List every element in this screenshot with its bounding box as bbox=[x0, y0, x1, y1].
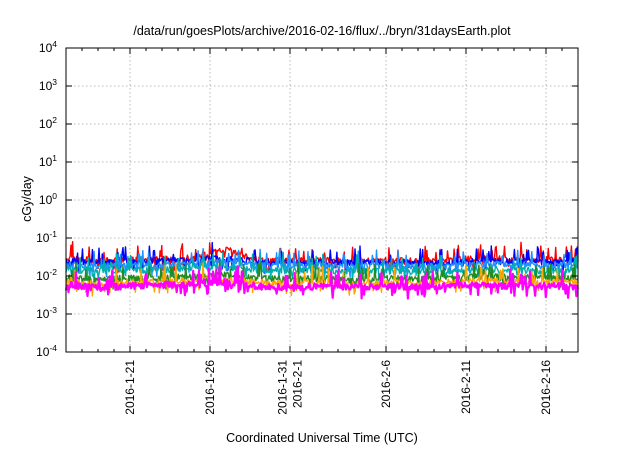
y-tick-exponent: -4 bbox=[49, 343, 57, 353]
y-tick-label: 103 bbox=[39, 77, 57, 93]
y-tick-label: 10-1 bbox=[36, 229, 57, 245]
y-tick-label: 100 bbox=[39, 191, 57, 207]
x-tick-label: 2016-2-16 bbox=[539, 360, 553, 415]
y-tick-base: 10 bbox=[39, 41, 53, 55]
series-line-7 bbox=[64, 265, 580, 300]
y-tick-exponent: -2 bbox=[49, 267, 57, 277]
y-tick-exponent: 3 bbox=[52, 77, 57, 87]
y-tick-exponent: 0 bbox=[52, 191, 57, 201]
chart-title: /data/run/goesPlots/archive/2016-02-16/f… bbox=[133, 24, 511, 38]
x-tick-label: 2016-1-26 bbox=[203, 360, 217, 415]
series-line-6 bbox=[65, 262, 579, 297]
y-tick-base: 10 bbox=[36, 307, 50, 321]
y-tick-base: 10 bbox=[39, 117, 53, 131]
y-tick-label: 102 bbox=[39, 115, 57, 131]
x-tick-label: 2016-2-11 bbox=[459, 360, 473, 414]
y-tick-base: 10 bbox=[39, 155, 53, 169]
x-tick-label: 2016-1-21 bbox=[123, 360, 137, 415]
y-tick-base: 10 bbox=[39, 193, 53, 207]
x-axis-label: Coordinated Universal Time (UTC) bbox=[226, 431, 418, 445]
grid-layer bbox=[66, 48, 578, 352]
y-tick-label: 101 bbox=[39, 153, 57, 169]
x-tick-label: 2016-2-1 bbox=[291, 360, 305, 408]
y-tick-label: 10-4 bbox=[36, 343, 57, 359]
x-tick-label: 2016-1-31 bbox=[276, 360, 290, 415]
y-tick-base: 10 bbox=[39, 79, 53, 93]
y-tick-exponent: -3 bbox=[49, 305, 57, 315]
y-tick-exponent: -1 bbox=[49, 229, 57, 239]
y-tick-exponent: 1 bbox=[52, 153, 57, 163]
y-tick-base: 10 bbox=[36, 269, 50, 283]
series-layer bbox=[64, 240, 580, 300]
y-axis-label: cGy/day bbox=[20, 175, 34, 222]
y-tick-label: 10-3 bbox=[36, 305, 57, 321]
y-tick-base: 10 bbox=[36, 231, 50, 245]
y-tick-exponent: 2 bbox=[52, 115, 57, 125]
x-tick-layer: 2016-1-21 2016-1-26 2016-1-31 2016-2-1 2016-… bbox=[65, 48, 579, 415]
y-tick-label: 104 bbox=[39, 39, 57, 55]
x-tick-label: 2016-2-6 bbox=[379, 360, 393, 408]
y-tick-base: 10 bbox=[36, 345, 50, 359]
y-tick-label: 10-2 bbox=[36, 267, 57, 283]
y-tick-exponent: 4 bbox=[52, 39, 57, 49]
